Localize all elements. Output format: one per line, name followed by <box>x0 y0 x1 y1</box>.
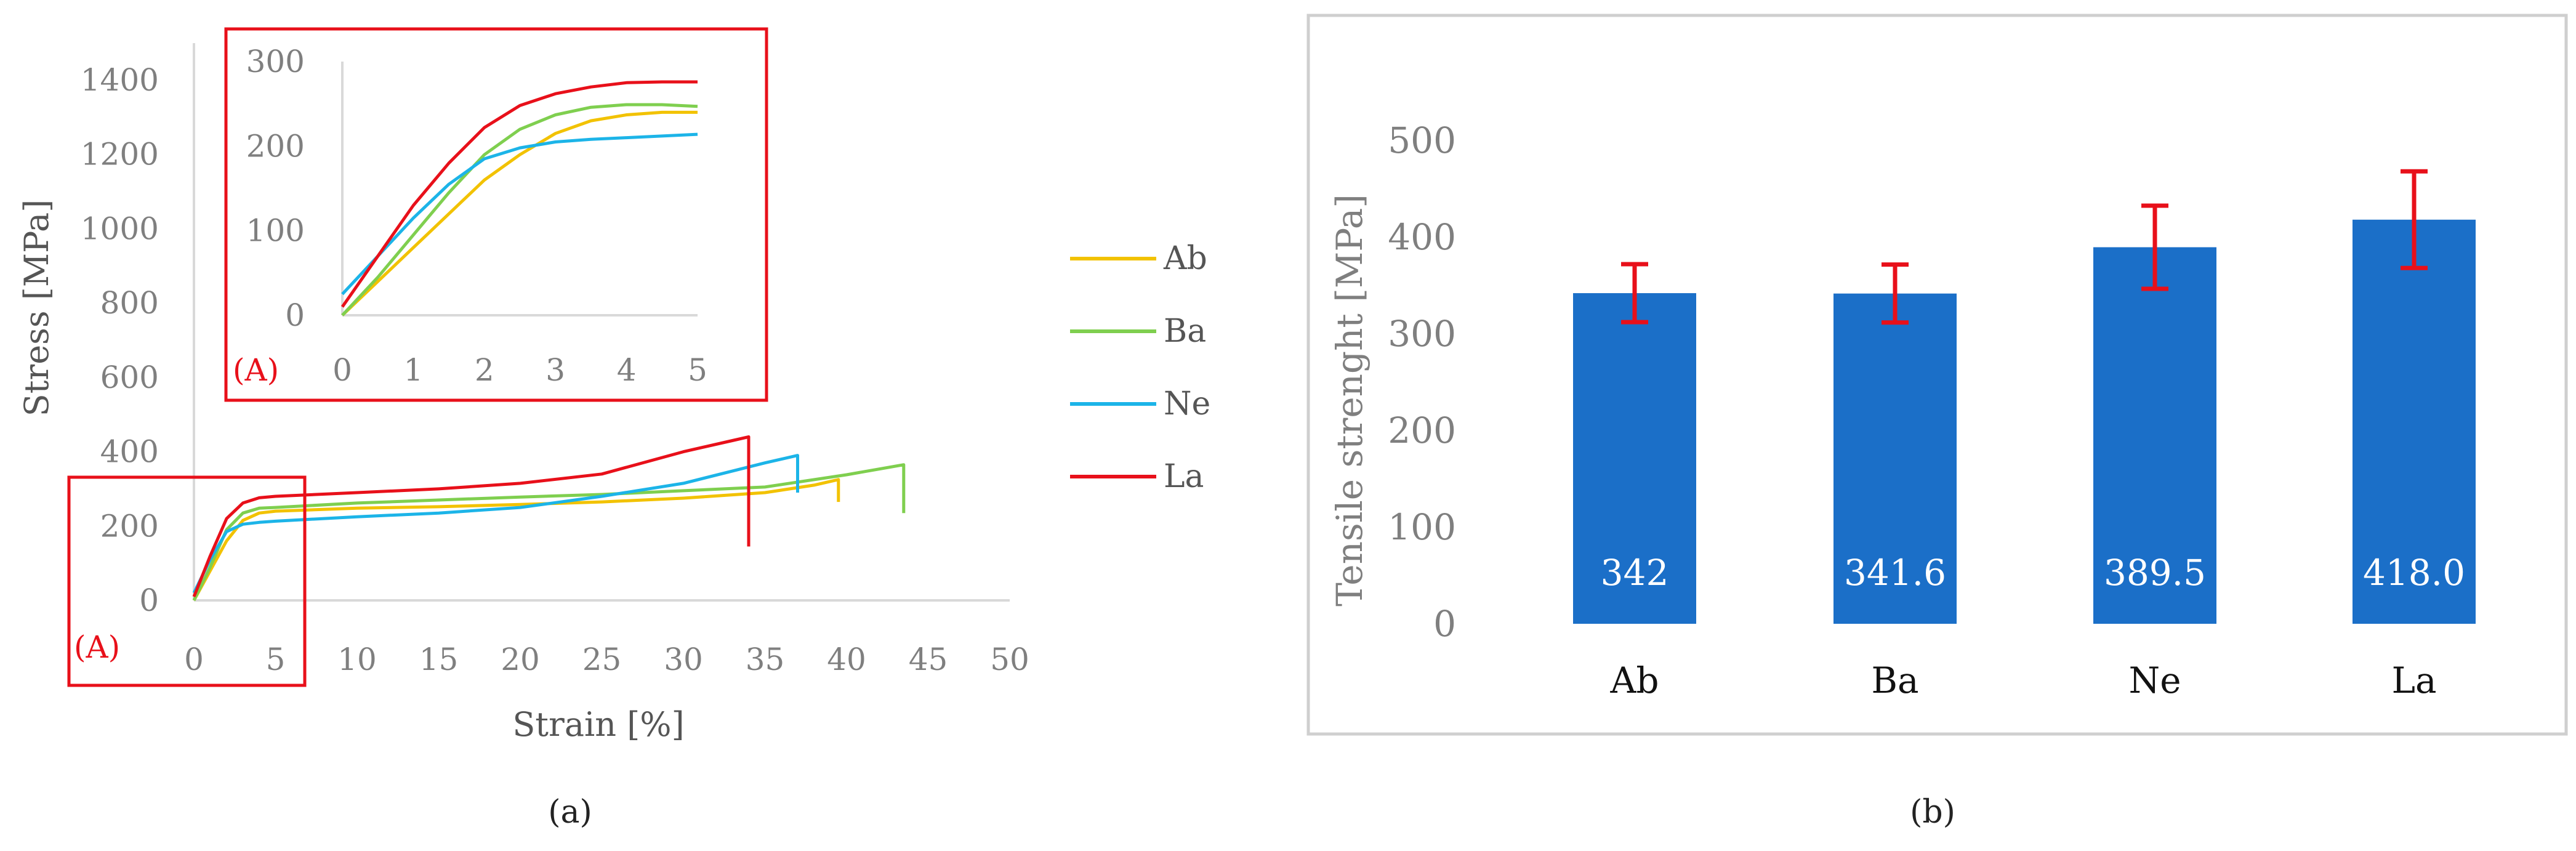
legend-label-ne: Ne <box>1164 385 1210 422</box>
bar-value-labels: 342 341.6 389.5 418.0 <box>1601 552 2465 594</box>
inset-x-tick-label: 5 <box>688 352 707 388</box>
zoom-box <box>67 475 307 687</box>
zoom-box-label: (A) <box>74 629 120 665</box>
bar-ab <box>1573 293 1696 624</box>
inset-label: (A) <box>233 352 279 388</box>
inset-series <box>340 80 698 317</box>
main-y-tick-label: 600 <box>100 360 159 395</box>
inset-x-tick-labels: 0 1 2 3 4 5 <box>332 352 707 388</box>
bar-y-tick-label: 500 <box>1388 119 1456 161</box>
main-x-tick-label: 35 <box>746 642 785 677</box>
bar-ba <box>1833 293 1957 624</box>
inset-y-tick-label: 200 <box>246 128 305 164</box>
main-y-tick-label: 200 <box>100 508 159 544</box>
inset-y-tick-label: 300 <box>246 44 305 79</box>
main-y-tick-label: 800 <box>100 285 159 321</box>
panel-label-b: (b) <box>1910 794 1955 831</box>
bar-y-tick-label: 200 <box>1388 409 1456 451</box>
legend: Ab Ba Ne La <box>1070 240 1210 495</box>
inset-series-line-la <box>340 80 698 308</box>
tensile-strength-chart: 0 100 200 300 400 500 342 341.6 389.5 418.0 Ab Ba… <box>1306 14 2568 831</box>
main-y-axis-label: Stress [MPa] <box>17 200 56 417</box>
main-x-axis-label: Strain [%] <box>512 705 684 744</box>
main-y-tick-label: 1200 <box>81 137 159 172</box>
legend-label-la: La <box>1164 458 1204 495</box>
inset-x-tick-label: 4 <box>617 352 637 388</box>
bars <box>1573 219 2476 624</box>
bar-category-label: Ba <box>1871 659 1918 701</box>
bar-y-tick-label: 0 <box>1433 603 1456 645</box>
main-x-tick-label: 25 <box>582 642 622 677</box>
main-x-tick-label: 20 <box>501 642 540 677</box>
main-y-tick-label: 1400 <box>81 62 159 98</box>
inset-x-tick-label: 0 <box>332 352 352 388</box>
bar-ne <box>2093 247 2216 624</box>
main-y-tick-label: 1000 <box>81 211 159 246</box>
legend-label-ba: Ba <box>1164 313 1206 350</box>
bar-category-label: La <box>2391 659 2436 701</box>
bar-value-label: 342 <box>1601 552 1669 594</box>
bar-y-tick-label: 400 <box>1388 216 1456 258</box>
main-x-tick-label: 10 <box>337 642 377 677</box>
legend-label-ab: Ab <box>1163 240 1207 277</box>
bar-la <box>2353 219 2476 624</box>
main-x-tick-label: 30 <box>664 642 703 677</box>
bar-y-tick-labels: 0 100 200 300 400 500 <box>1388 119 1456 645</box>
inset-x-tick-label: 1 <box>403 352 423 388</box>
inset-y-tick-labels: 0 100 200 300 <box>246 44 305 333</box>
main-y-tick-label: 400 <box>100 434 159 470</box>
series-line-ne <box>192 454 799 594</box>
inset-series-line-ab <box>341 110 698 317</box>
error-bars <box>1621 169 2428 325</box>
bar-value-label: 389.5 <box>2104 552 2206 594</box>
main-x-tick-label: 45 <box>909 642 948 677</box>
inset-series-line-ba <box>341 103 698 317</box>
bar-value-label: 341.6 <box>1844 552 1946 594</box>
bar-category-labels: Ab Ba Ne La <box>1609 659 2436 701</box>
bar-y-axis-label: Tensile strenght [MPa] <box>1329 194 1371 607</box>
main-y-tick-label: 0 <box>139 583 159 618</box>
bar-category-label: Ne <box>2128 659 2181 701</box>
bar-category-label: Ab <box>1609 659 1659 701</box>
inset-y-tick-label: 0 <box>285 297 305 333</box>
main-x-tick-labels: 0 5 10 15 20 25 30 35 40 45 50 <box>184 642 1029 677</box>
main-x-tick-label: 40 <box>827 642 866 677</box>
series-line-la <box>192 435 751 597</box>
main-x-tick-label: 5 <box>266 642 286 677</box>
bar-y-tick-label: 300 <box>1388 313 1456 355</box>
main-x-tick-label: 15 <box>419 642 459 677</box>
main-axes <box>193 43 1010 602</box>
inset-axes <box>341 62 698 317</box>
main-x-tick-label: 50 <box>990 642 1029 677</box>
series-line-ba <box>192 463 906 602</box>
inset-box <box>224 27 768 402</box>
bar-y-tick-label: 100 <box>1388 506 1456 548</box>
inset-x-tick-label: 3 <box>545 352 565 388</box>
main-x-tick-label: 0 <box>184 642 204 677</box>
main-y-tick-labels: 0 200 400 600 800 1000 1200 1400 <box>81 62 159 618</box>
bar-value-label: 418.0 <box>2363 552 2465 594</box>
stress-strain-series <box>192 435 906 602</box>
panel-label-a: (a) <box>548 794 592 831</box>
inset-x-tick-label: 2 <box>475 352 494 388</box>
inset-series-line-ne <box>341 132 698 296</box>
inset-y-tick-label: 100 <box>246 213 305 249</box>
